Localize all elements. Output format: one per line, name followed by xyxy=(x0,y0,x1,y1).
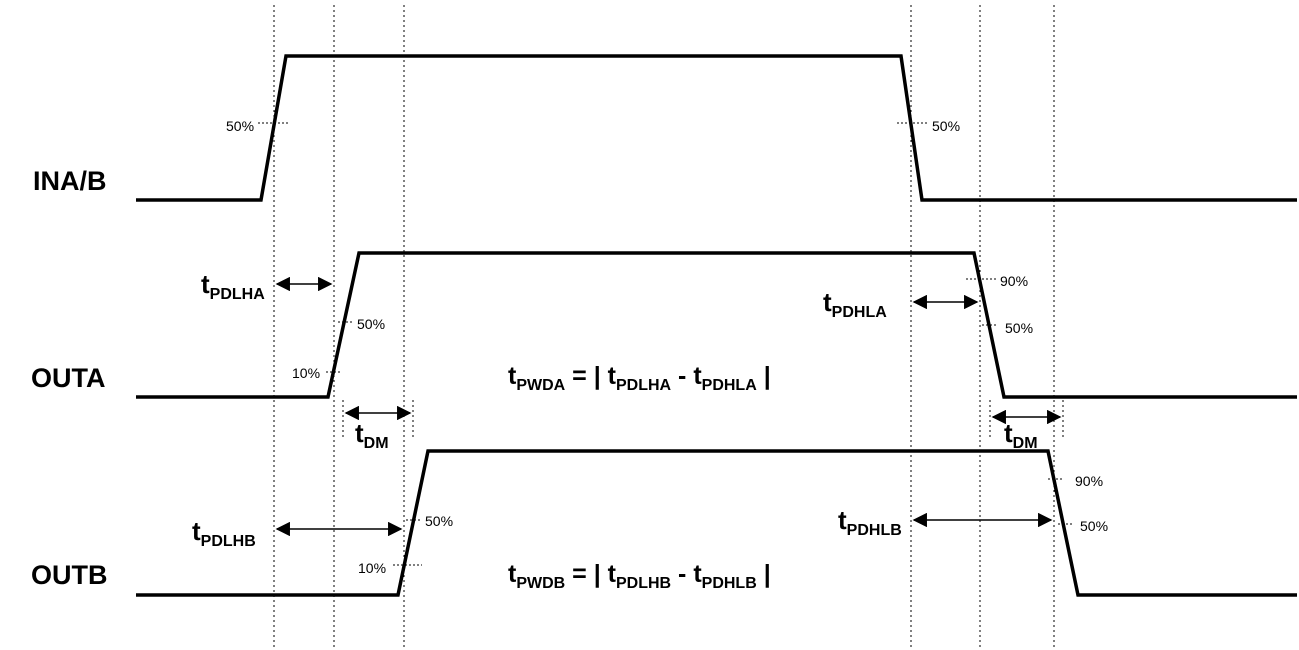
label-tpdlha: tPDLHA xyxy=(201,269,265,303)
pct-label-10: 10% xyxy=(358,560,386,576)
label-tpdhla: tPDHLA xyxy=(823,287,887,321)
pct-label-10: 10% xyxy=(292,365,320,381)
signal-label-outa: OUTA xyxy=(31,363,106,393)
label-tdm-b: tDM xyxy=(1004,418,1038,452)
signal-label-ina-b: INA/B xyxy=(33,166,107,196)
equation-tpwda: tPWDA = | tPDLHA - tPDHLA | xyxy=(508,362,771,394)
pct-label-90: 90% xyxy=(1075,473,1103,489)
label-tdm-a: tDM xyxy=(355,418,389,452)
reference-guides xyxy=(273,5,1064,648)
pct-label-50: 50% xyxy=(932,118,960,134)
pct-label-50: 50% xyxy=(357,316,385,332)
pct-label-90: 90% xyxy=(1000,273,1028,289)
equation-tpwdb: tPWDB = | tPDLHB - tPDHLB | xyxy=(508,560,771,592)
label-tpdhlb: tPDHLB xyxy=(838,505,902,539)
outb-waveform xyxy=(136,449,1297,597)
label-tpdlhb: tPDLHB xyxy=(192,516,256,550)
timing-arrows xyxy=(275,276,1062,537)
pct-label-50: 50% xyxy=(226,118,254,134)
outa-waveform xyxy=(136,251,1297,399)
signal-label-outb: OUTB xyxy=(31,560,108,590)
pct-label-50: 50% xyxy=(1080,518,1108,534)
pct-label-50: 50% xyxy=(425,513,453,529)
ina-b-waveform xyxy=(136,54,1297,202)
threshold-ticks xyxy=(258,122,1072,566)
pct-label-50: 50% xyxy=(1005,320,1033,336)
